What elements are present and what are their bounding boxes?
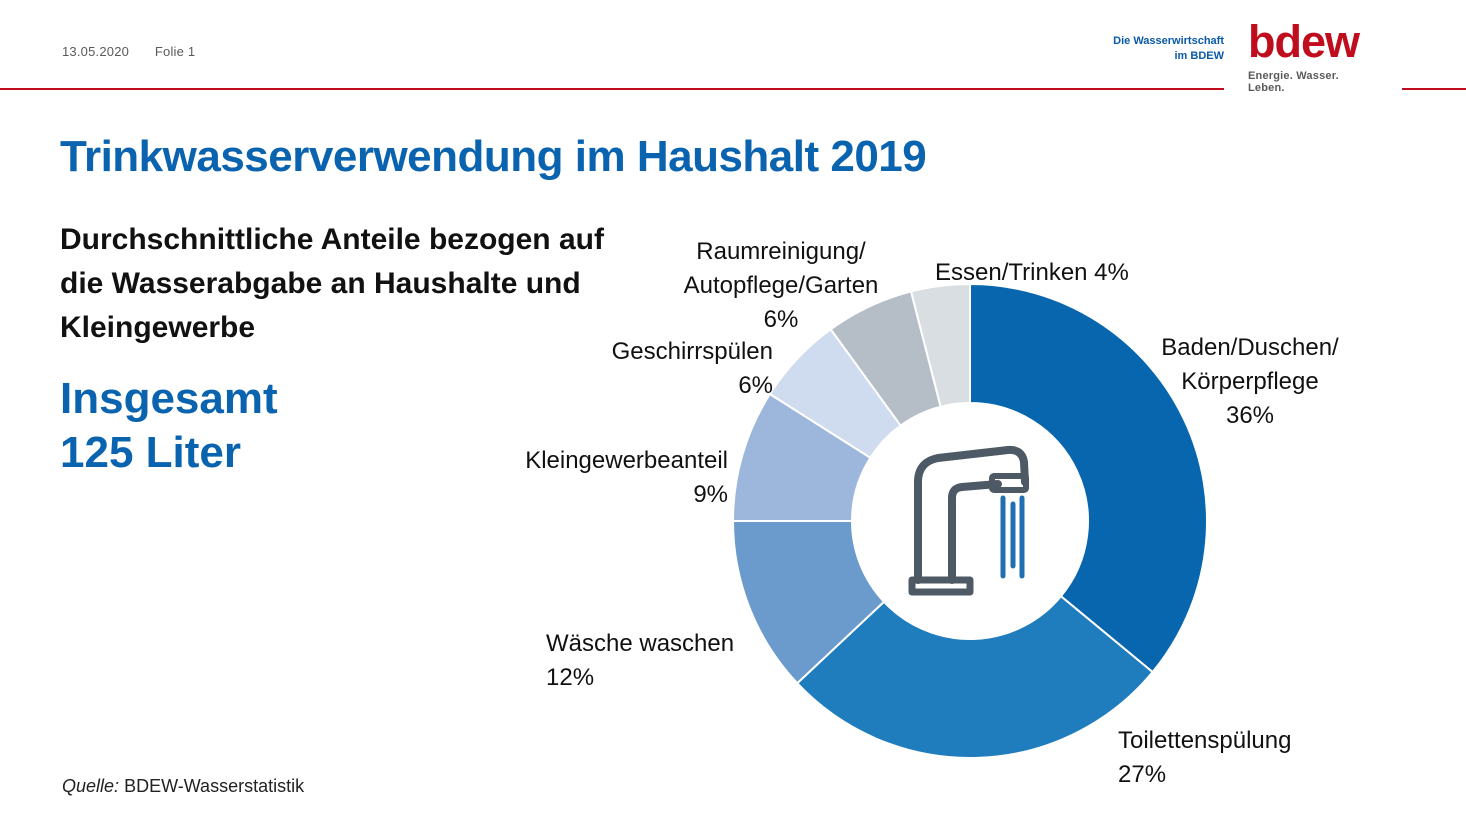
slice-label: Essen/Trinken 4% <box>935 259 1129 286</box>
slide-number: Folie 1 <box>154 44 196 59</box>
donut-slice <box>795 594 1155 759</box>
total-line-2: 125 Liter <box>60 428 241 477</box>
source-value: BDEW-Wasserstatistik <box>124 776 305 796</box>
brand-tagline-line2: im BDEW <box>1174 50 1225 62</box>
donut-slices <box>731 282 1208 759</box>
total-line-1: Insgesamt <box>60 374 278 423</box>
donut-slice <box>909 282 971 408</box>
logo-slogan: Energie. Wasser. Leben. <box>1248 70 1339 94</box>
slide-meta: 13.05.2020 Folie 1 <box>62 44 217 59</box>
header-rule-left <box>0 88 1224 90</box>
slide-subtitle: Durchschnittliche Anteile bezogen auf di… <box>60 223 604 344</box>
faucet-icon <box>908 445 1029 596</box>
donut-slice <box>969 282 1208 674</box>
source-label: Quelle: <box>62 776 120 796</box>
slide-title: Trinkwasserverwendung im Haushalt 2019 <box>60 132 927 181</box>
slice-label: Baden/Duschen/Körperpflege 36% <box>1161 334 1339 429</box>
slice-label: Kleingewerbeanteil 9% <box>525 447 728 508</box>
bdew-logo: bdew Energie. Wasser. Leben. <box>1248 16 1378 95</box>
brand-tagline: Die Wasserwirtschaft im BDEW <box>1060 34 1224 64</box>
slice-label: Raumreinigung/Autopflege/Garten 6% <box>684 238 879 333</box>
slice-labels: Baden/Duschen/Körperpflege 36% Toilettensp… <box>525 238 1339 788</box>
total-amount: Insgesamt 125 Liter <box>60 372 278 480</box>
slice-label: Wäsche waschen 12% <box>546 630 734 691</box>
brand-tagline-line1: Die Wasserwirtschaft <box>1113 35 1224 47</box>
slice-label: Geschirrspülen 6% <box>612 338 773 399</box>
slide-date: 13.05.2020 <box>62 44 130 59</box>
source-note: Quelle: BDEW-Wasserstatistik <box>62 776 304 797</box>
logo-wordmark: bdew <box>1248 16 1360 67</box>
slice-label: Toilettenspülung 27% <box>1118 727 1291 788</box>
header-rule-right <box>1402 88 1466 90</box>
